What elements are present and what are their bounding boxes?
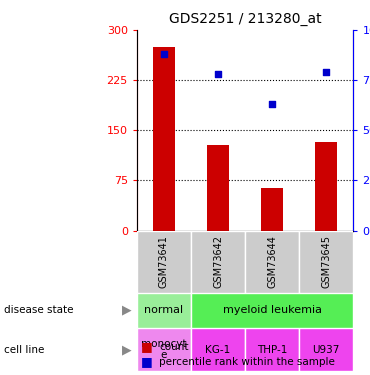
Bar — [191, 328, 245, 371]
Text: GSM73642: GSM73642 — [213, 235, 223, 288]
Text: disease state: disease state — [4, 305, 73, 315]
Bar — [137, 292, 191, 328]
Point — [269, 101, 275, 107]
Bar — [191, 231, 245, 292]
Text: ■: ■ — [141, 356, 152, 368]
Bar — [207, 145, 229, 231]
Text: GSM73641: GSM73641 — [159, 235, 169, 288]
Point — [161, 51, 167, 57]
Bar — [137, 231, 191, 292]
Text: GSM73645: GSM73645 — [321, 235, 331, 288]
Text: ▶: ▶ — [122, 304, 132, 317]
Text: THP-1: THP-1 — [257, 345, 287, 355]
Text: cell line: cell line — [4, 345, 44, 355]
Bar — [153, 47, 175, 231]
Text: myeloid leukemia: myeloid leukemia — [223, 305, 322, 315]
Bar — [261, 189, 283, 231]
Point — [215, 71, 221, 77]
Bar — [191, 292, 353, 328]
Text: monocyt
e: monocyt e — [141, 339, 187, 360]
Bar — [299, 231, 353, 292]
Bar — [137, 328, 191, 371]
Title: GDS2251 / 213280_at: GDS2251 / 213280_at — [169, 12, 322, 26]
Text: GSM73644: GSM73644 — [267, 235, 277, 288]
Bar — [299, 328, 353, 371]
Text: count: count — [159, 342, 189, 352]
Bar — [245, 231, 299, 292]
Text: normal: normal — [144, 305, 184, 315]
Text: KG-1: KG-1 — [205, 345, 231, 355]
Bar — [245, 328, 299, 371]
Text: ■: ■ — [141, 340, 152, 353]
Text: U937: U937 — [313, 345, 340, 355]
Bar — [316, 142, 337, 231]
Text: ▶: ▶ — [122, 343, 132, 356]
Text: percentile rank within the sample: percentile rank within the sample — [159, 357, 335, 367]
Point — [323, 69, 329, 75]
